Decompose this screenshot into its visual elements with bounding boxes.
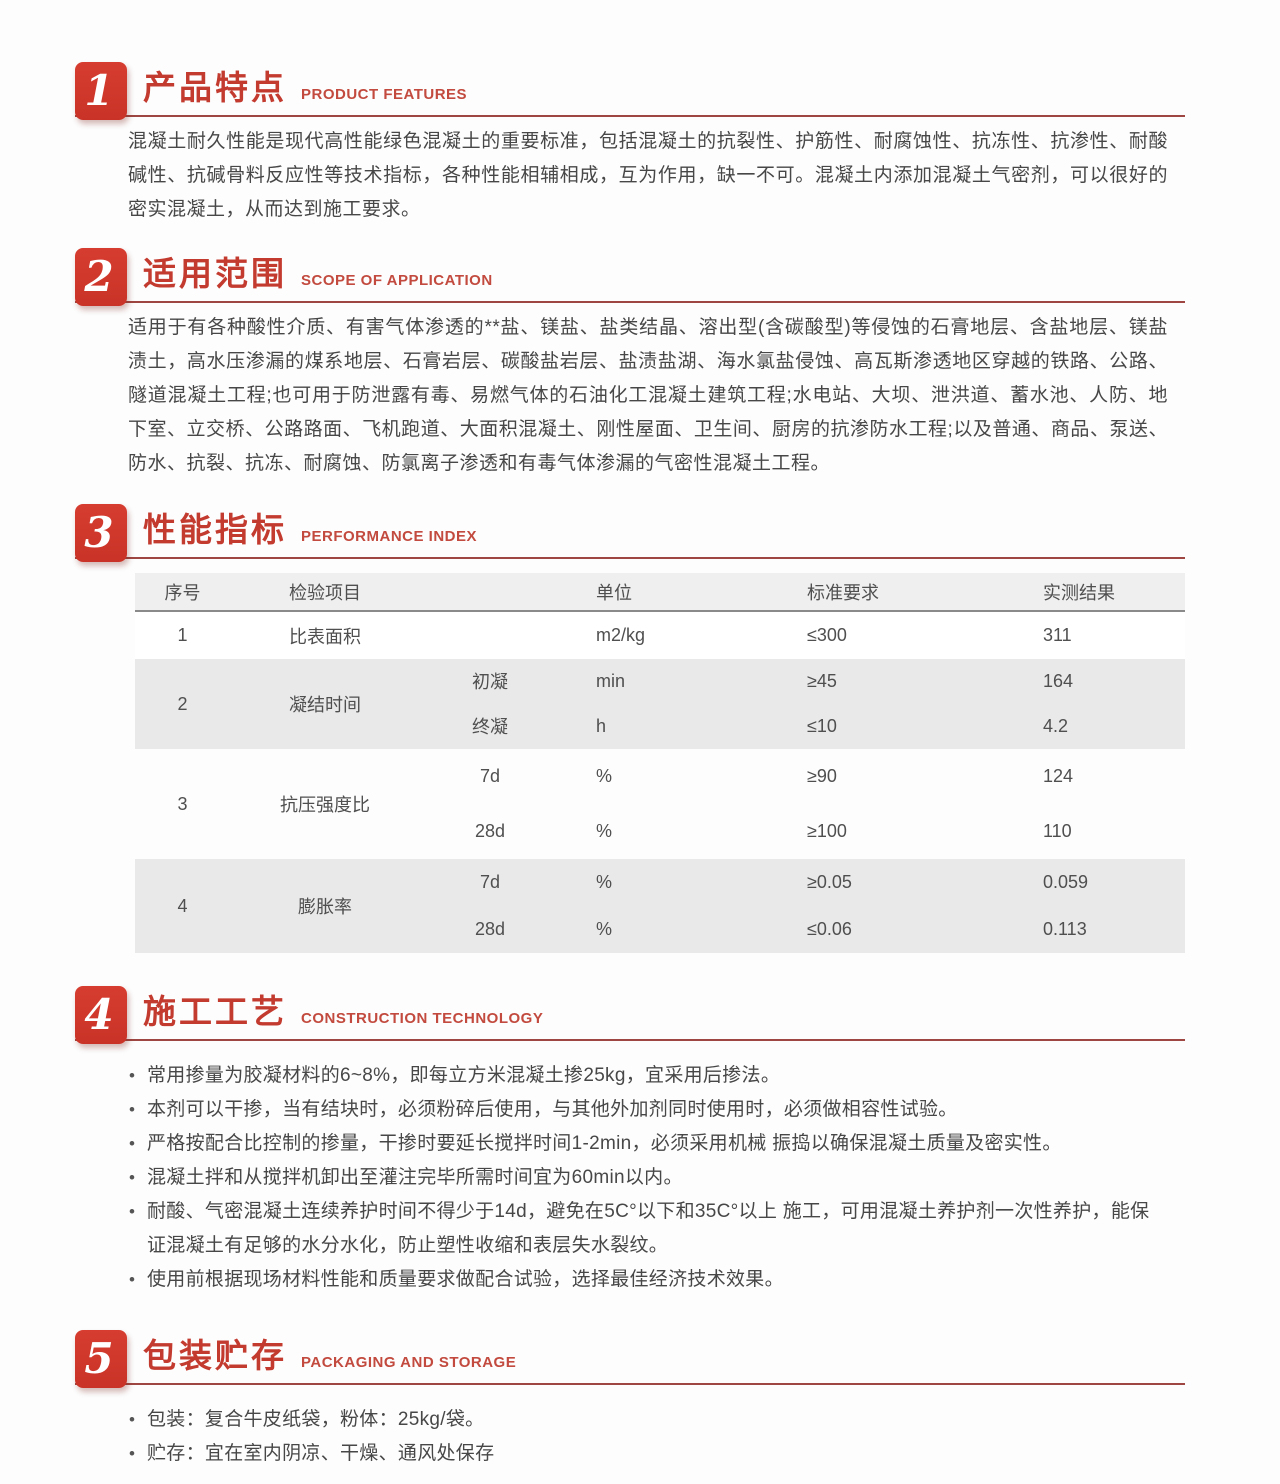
col-header-sub bbox=[420, 573, 560, 611]
cell-sub: 28d bbox=[474, 821, 506, 841]
list-item: 包装：复合牛皮纸袋，粉体：25kg/袋。 bbox=[128, 1403, 1168, 1437]
cell-no: 1 bbox=[177, 625, 188, 645]
section-5-titles: 包装贮存 PACKAGING AND STORAGE bbox=[143, 1329, 516, 1383]
cell-sub: 28d bbox=[474, 919, 506, 939]
cell-unit: % bbox=[596, 872, 613, 892]
cell-unit: min bbox=[596, 670, 626, 691]
section-title-cn: 适用范围 bbox=[143, 255, 287, 292]
cell-no: 4 bbox=[177, 895, 188, 916]
section-1-titles: 产品特点 PRODUCT FEATURES bbox=[143, 61, 467, 115]
table-header-row: 序号 检验项目 单位 标准要求 实测结果 bbox=[135, 573, 1185, 611]
col-header-no: 序号 bbox=[164, 582, 201, 603]
section-title-en: PRODUCT FEATURES bbox=[301, 86, 468, 103]
list-item: 贮存：宜在室内阴凉、干燥、通风处保存 bbox=[128, 1437, 1168, 1471]
cell-result: 4.2 bbox=[1043, 715, 1069, 736]
cell-item: 凝结时间 bbox=[289, 695, 361, 715]
cell-result: 0.059 bbox=[1043, 872, 1089, 892]
section-title-cn: 性能指标 bbox=[143, 511, 287, 548]
section-title-en: SCOPE OF APPLICATION bbox=[301, 272, 493, 289]
col-header-unit: 单位 bbox=[596, 582, 632, 603]
section-3-titles: 性能指标 PERFORMANCE INDEX bbox=[143, 503, 477, 557]
packaging-storage-list: 包装：复合牛皮纸袋，粉体：25kg/袋。 贮存：宜在室内阴凉、干燥、通风处保存 bbox=[128, 1403, 1168, 1471]
cell-result: 311 bbox=[1043, 625, 1072, 645]
cell-standard: ≤300 bbox=[807, 625, 847, 645]
cell-standard: ≥45 bbox=[807, 670, 837, 691]
section-2-titles: 适用范围 SCOPE OF APPLICATION bbox=[143, 247, 493, 301]
cell-item: 比表面积 bbox=[289, 626, 361, 647]
section-5-number-badge: 5 bbox=[75, 1330, 127, 1388]
table-row: 2 凝结时间 初凝 min ≥45 164 bbox=[135, 659, 1185, 715]
section-title-en: PERFORMANCE INDEX bbox=[301, 528, 478, 545]
col-header-standard: 标准要求 bbox=[807, 582, 879, 603]
cell-sub: 7d bbox=[479, 766, 501, 786]
construction-technology-list: 常用掺量为胶凝材料的6~8%，即每立方米混凝土掺25kg，宜采用后掺法。 本剂可… bbox=[128, 1059, 1168, 1297]
section-title-en: CONSTRUCTION TECHNOLOGY bbox=[301, 1010, 544, 1027]
section-title-en: PACKAGING AND STORAGE bbox=[301, 1354, 517, 1371]
section-2-header: 2 适用范围 SCOPE OF APPLICATION bbox=[75, 241, 1185, 306]
col-header-item: 检验项目 bbox=[289, 582, 361, 603]
section-packaging-and-storage: 5 包装贮存 PACKAGING AND STORAGE 包装：复合牛皮纸袋，粉… bbox=[75, 1323, 1185, 1471]
cell-no: 2 bbox=[177, 693, 188, 714]
section-number: 3 bbox=[84, 508, 114, 557]
table-row: 1 比表面积 m2/kg ≤300 311 bbox=[135, 611, 1185, 659]
cell-sub: 7d bbox=[479, 872, 501, 892]
section-number: 2 bbox=[84, 252, 114, 301]
section-1-header: 1 产品特点 PRODUCT FEATURES bbox=[75, 55, 1185, 120]
col-header-result: 实测结果 bbox=[1043, 582, 1115, 603]
cell-unit: % bbox=[596, 821, 613, 841]
cell-standard: ≥0.05 bbox=[807, 872, 852, 892]
cell-unit: % bbox=[596, 766, 613, 786]
section-product-features: 1 产品特点 PRODUCT FEATURES 混凝土耐久性能是现代高性能绿色混… bbox=[75, 55, 1185, 227]
performance-index-table: 序号 检验项目 单位 标准要求 实测结果 1 比表面积 m2/kg ≤300 3… bbox=[135, 573, 1185, 953]
section-2-number-badge: 2 bbox=[75, 248, 127, 306]
cell-item: 抗压强度比 bbox=[280, 795, 370, 815]
section-3-number-badge: 3 bbox=[75, 504, 127, 562]
product-features-paragraph: 混凝土耐久性能是现代高性能绿色混凝土的重要标准，包括混凝土的抗裂性、护筋性、耐腐… bbox=[128, 131, 1168, 220]
cell-standard: ≤10 bbox=[807, 715, 837, 736]
section-title-cn: 产品特点 bbox=[143, 69, 287, 106]
cell-unit: m2/kg bbox=[596, 625, 646, 645]
cell-standard: ≥100 bbox=[807, 821, 847, 841]
table-row: 28d % ≥100 110 bbox=[135, 804, 1185, 859]
cell-sub: 初凝 bbox=[472, 672, 508, 692]
cell-result: 110 bbox=[1043, 821, 1072, 841]
section-title-cn: 包装贮存 bbox=[143, 1337, 287, 1374]
cell-standard: ≥90 bbox=[807, 766, 837, 786]
section-number: 1 bbox=[84, 66, 114, 115]
list-item: 使用前根据现场材料性能和质量要求做配合试验，选择最佳经济技术效果。 bbox=[128, 1263, 1168, 1297]
section-construction-technology: 4 施工工艺 CONSTRUCTION TECHNOLOGY 常用掺量为胶凝材料… bbox=[75, 979, 1185, 1297]
section-4-number-badge: 4 bbox=[75, 986, 127, 1044]
section-1-number-badge: 1 bbox=[75, 62, 127, 120]
table-row: 4 膨胀率 7d % ≥0.05 0.059 bbox=[135, 859, 1185, 917]
cell-standard: ≤0.06 bbox=[807, 919, 852, 939]
scope-of-application-paragraph: 适用于有各种酸性介质、有害气体渗透的**盐、镁盐、盐类结晶、溶出型(含碳酸型)等… bbox=[128, 317, 1168, 474]
list-item: 严格按配合比控制的掺量，干掺时要延长搅拌时间1-2min，必须采用机械 振捣以确… bbox=[128, 1127, 1168, 1161]
cell-sub: 终凝 bbox=[472, 717, 508, 737]
section-4-titles: 施工工艺 CONSTRUCTION TECHNOLOGY bbox=[143, 985, 543, 1039]
section-number: 5 bbox=[84, 1334, 114, 1383]
cell-item: 膨胀率 bbox=[298, 897, 352, 917]
section-title-cn: 施工工艺 bbox=[143, 993, 287, 1030]
cell-unit: % bbox=[596, 919, 613, 939]
table-row: 3 抗压强度比 7d % ≥90 124 bbox=[135, 749, 1185, 815]
list-item: 耐酸、气密混凝土连续养护时间不得少于14d，避免在5C°以下和35C°以上 施工… bbox=[128, 1195, 1168, 1263]
cell-result: 164 bbox=[1043, 670, 1074, 691]
cell-result: 0.113 bbox=[1043, 919, 1087, 939]
section-performance-index: 3 性能指标 PERFORMANCE INDEX 序号 检验项目 单位 标准要求… bbox=[75, 497, 1185, 953]
section-scope-of-application: 2 适用范围 SCOPE OF APPLICATION 适用于有各种酸性介质、有… bbox=[75, 241, 1185, 481]
cell-no: 3 bbox=[177, 793, 188, 814]
section-3-header: 3 性能指标 PERFORMANCE INDEX bbox=[75, 497, 1185, 562]
section-5-header: 5 包装贮存 PACKAGING AND STORAGE bbox=[75, 1323, 1185, 1388]
list-item: 混凝土拌和从搅拌机卸出至灌注完毕所需时间宜为60min以内。 bbox=[128, 1161, 1168, 1195]
cell-result: 124 bbox=[1043, 766, 1074, 786]
cell-unit: h bbox=[596, 715, 607, 736]
section-number: 4 bbox=[84, 990, 114, 1039]
section-4-header: 4 施工工艺 CONSTRUCTION TECHNOLOGY bbox=[75, 979, 1185, 1044]
list-item: 本剂可以干掺，当有结块时，必须粉碎后使用，与其他外加剂同时使用时，必须做相容性试… bbox=[128, 1093, 1168, 1127]
cell-sub bbox=[420, 611, 560, 659]
list-item: 常用掺量为胶凝材料的6~8%，即每立方米混凝土掺25kg，宜采用后掺法。 bbox=[128, 1059, 1168, 1093]
